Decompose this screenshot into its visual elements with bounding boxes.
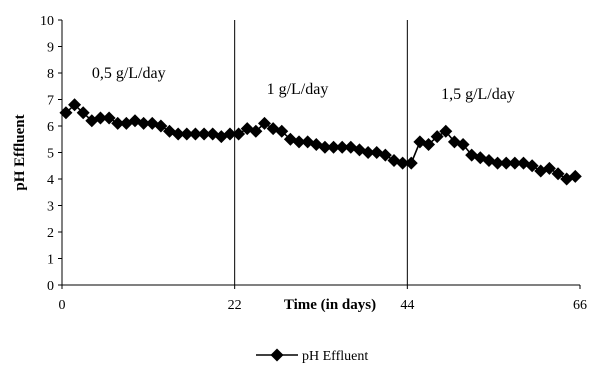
data-point [275,124,289,138]
data-point [318,140,332,154]
y-tick-label-8: 8 [47,67,54,82]
data-point [93,111,107,125]
data-point [508,156,522,170]
data-point [249,124,263,138]
y-tick-label-4: 4 [47,173,54,188]
legend-label: pH Effluent [302,349,368,364]
data-point [568,169,582,183]
data-point [404,156,418,170]
data-point [197,127,211,141]
data-point [499,156,513,170]
phase-label-2: 1,5 g/L/day [441,86,515,103]
x-tick-label-0: 0 [59,298,66,313]
data-point [137,116,151,130]
phase-label-0: 0,5 g/L/day [92,65,166,82]
data-point [396,156,410,170]
data-point [422,138,436,152]
y-tick-label-5: 5 [47,147,54,162]
data-point [361,146,375,159]
tick-group: 0 1 2 3 4 5 6 7 8 9 10 0 22 44 66 [40,14,587,313]
data-point [456,138,470,152]
data-point [145,116,159,130]
data-point [223,127,237,141]
data-point [292,135,306,149]
y-tick-label-2: 2 [47,226,54,241]
phase-label-1: 1 g/L/day [267,81,329,98]
y-tick-label-3: 3 [47,200,54,215]
x-tick-label-44: 44 [400,298,414,313]
data-point [188,127,202,141]
legend-diamond-marker [270,348,284,362]
data-point [102,111,116,125]
data-point [111,116,125,130]
data-point [525,159,539,173]
data-point [439,124,453,138]
y-tick-label-10: 10 [40,14,54,29]
data-point [180,127,194,141]
y-tick-label-1: 1 [47,253,54,268]
data-point [491,156,505,170]
data-point [378,148,392,162]
data-point [59,106,73,120]
y-tick-label-9: 9 [47,41,54,56]
data-point [257,116,271,130]
series-group [59,98,582,186]
y-tick-label-6: 6 [47,120,54,135]
data-point [551,167,565,181]
data-point [335,140,349,154]
x-axis-title: Time (in days) [284,297,376,313]
y-axis-title: pH Effluent [12,114,28,190]
x-tick-label-66: 66 [573,298,587,313]
axes-group [61,20,580,286]
x-tick-label-22: 22 [228,298,242,313]
legend: pH Effluent [256,348,368,364]
data-point [542,161,556,175]
data-point [154,119,168,133]
data-point [171,127,185,141]
y-tick-label-7: 7 [47,94,54,109]
data-point [76,106,90,120]
data-point [68,98,82,112]
annotation-group: 0,5 g/L/day 1 g/L/day 1,5 g/L/day [92,65,515,103]
data-point [430,130,444,144]
y-tick-label-0: 0 [47,279,54,294]
data-point [327,140,341,154]
phase-divider-lines [234,20,408,285]
data-point [232,127,246,141]
